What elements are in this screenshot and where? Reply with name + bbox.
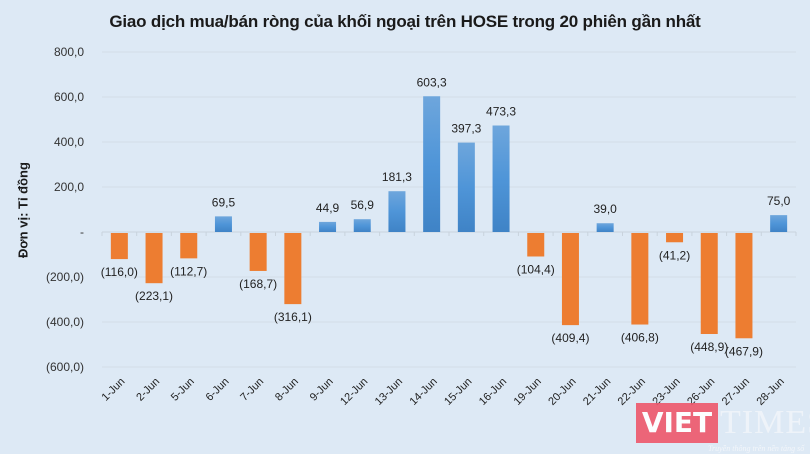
x-tick-label: 5-Jun (169, 376, 197, 404)
data-label: (448,9) (690, 340, 728, 354)
data-label: 44,9 (316, 201, 340, 215)
bar-23-Jun (666, 233, 684, 243)
data-label: (104,4) (517, 262, 555, 276)
y-tick-label: 200,0 (54, 180, 84, 194)
bar-19-Jun (527, 233, 545, 257)
data-label: (316,1) (274, 310, 312, 324)
y-tick-label: 400,0 (54, 135, 84, 149)
x-tick-label: 7-Jun (238, 376, 266, 404)
data-label: 69,5 (212, 195, 236, 209)
bar-5-Jun (180, 233, 198, 259)
data-label: (409,4) (551, 331, 589, 345)
gridlines (101, 51, 797, 368)
data-label: (223,1) (135, 289, 173, 303)
y-tick-label: 800,0 (54, 45, 84, 59)
bar-12-Jun (353, 219, 371, 232)
chart-title: Giao dịch mua/bán ròng của khối ngoại tr… (109, 12, 701, 31)
bar-22-Jun (631, 233, 649, 325)
data-label: 473,3 (486, 105, 516, 119)
x-tick-label: 12-Jun (338, 376, 370, 408)
data-label: 397,3 (451, 122, 481, 136)
watermark-tagline: Truyền thông trên nền tảng số (708, 444, 805, 453)
x-tick-label: 19-Jun (512, 376, 544, 408)
bar-7-Jun (249, 233, 267, 271)
data-labels: (116,0) (223,1) (112,7) 69,5 (168,7) (316,1) 4… (101, 75, 791, 358)
y-tick-label: 600,0 (54, 90, 84, 104)
bar-20-Jun (561, 233, 579, 326)
x-tick-label: 14-Jun (407, 376, 439, 408)
data-label: 75,0 (767, 194, 791, 208)
bars (110, 96, 788, 339)
bar-16-Jun (492, 125, 510, 232)
x-tick-label: 6-Jun (204, 376, 232, 404)
x-tick-label: 21-Jun (581, 376, 613, 408)
bar-28-Jun (770, 215, 788, 232)
data-label: 181,3 (382, 170, 412, 184)
x-tick-label: 2-Jun (134, 376, 162, 404)
bar-21-Jun (596, 223, 614, 232)
watermark-viet: VIET (636, 403, 718, 443)
data-label: (116,0) (101, 265, 138, 279)
bar-6-Jun (214, 216, 232, 232)
y-tick-label: (200,0) (46, 270, 84, 284)
x-tick-label: 1-Jun (100, 376, 128, 404)
data-label: (41,2) (659, 248, 690, 262)
y-tick-label: - (80, 225, 84, 239)
bar-9-Jun (319, 221, 337, 232)
bar-27-Jun (735, 233, 753, 339)
bar-14-Jun (423, 96, 441, 232)
data-label: (168,7) (239, 277, 277, 291)
data-label: 603,3 (417, 75, 447, 89)
bar-2-Jun (145, 233, 163, 284)
y-axis-ticks: 800,0 600,0 400,0 200,0 - (200,0) (400,0) (600,… (46, 45, 84, 374)
x-tick-label: 16-Jun (477, 376, 509, 408)
bar-26-Jun (700, 233, 718, 335)
data-label: (406,8) (621, 331, 659, 345)
y-tick-label: (600,0) (46, 360, 84, 374)
x-tick-label: 13-Jun (373, 376, 405, 408)
y-tick-label: (400,0) (46, 315, 84, 329)
bar-15-Jun (457, 142, 475, 232)
data-label: 56,9 (351, 198, 375, 212)
data-label: (112,7) (170, 264, 207, 278)
x-tick-label: 8-Jun (273, 376, 301, 404)
x-tick-label: 9-Jun (308, 376, 336, 404)
bar-8-Jun (284, 233, 302, 305)
x-tick-label: 20-Jun (546, 376, 578, 408)
x-tick-label: 15-Jun (442, 376, 474, 408)
data-label: 39,0 (593, 202, 617, 216)
bar-13-Jun (388, 191, 406, 232)
bar-1-Jun (110, 233, 128, 260)
watermark-times: TIMES (720, 404, 810, 441)
data-label: (467,9) (725, 344, 763, 358)
